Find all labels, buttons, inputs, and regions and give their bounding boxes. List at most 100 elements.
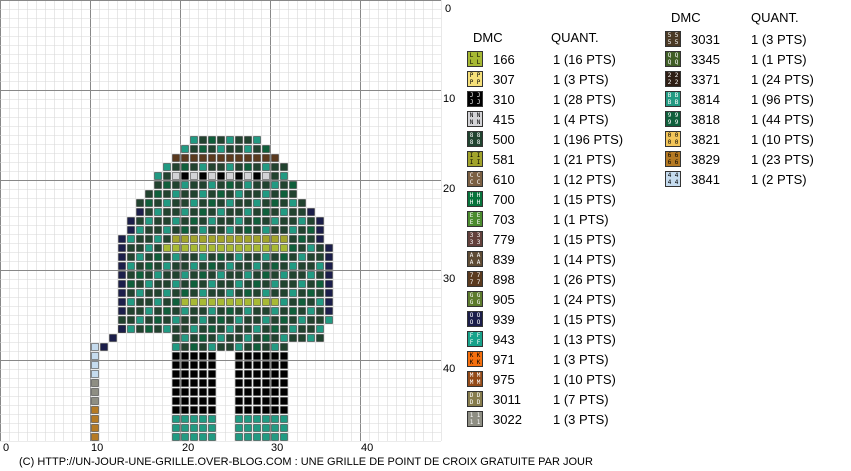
quantity: 1 (15 PTS) (553, 231, 616, 247)
dmc-code: 898 (493, 271, 515, 287)
dmc-code: 839 (493, 251, 515, 267)
quantity: 1 (3 PTS) (751, 31, 807, 47)
quantity: 1 (15 PTS) (553, 191, 616, 207)
quantity: 1 (2 PTS) (751, 171, 807, 187)
dmc-code: 3818 (691, 111, 720, 127)
dmc-code: 3841 (691, 171, 720, 187)
dmc-code: 581 (493, 151, 515, 167)
legend-header-dmc: DMC (671, 10, 701, 25)
dmc-code: 3821 (691, 131, 720, 147)
legend-row: J J J J 310 1 (28 PTS) (467, 90, 627, 108)
dmc-code: 3814 (691, 91, 720, 107)
x-tick-30: 30 (271, 442, 284, 454)
legend-row: E E E E 703 1 (1 PTS) (467, 210, 627, 228)
dmc-code: 943 (493, 331, 515, 347)
dmc-code: 310 (493, 91, 515, 107)
quantity: 1 (3 PTS) (553, 351, 609, 367)
quantity: 1 (3 PTS) (553, 411, 609, 427)
legend-row: Q Q Q Q 3345 1 (1 PTS) (665, 50, 825, 68)
x-tick-20: 20 (182, 442, 195, 454)
dmc-code: 500 (493, 131, 515, 147)
legend-row: B B B B 3814 1 (96 PTS) (665, 90, 825, 108)
quantity: 1 (196 PTS) (553, 131, 624, 147)
quantity: 1 (15 PTS) (553, 311, 616, 327)
legend-header-dmc: DMC (473, 30, 503, 45)
quantity: 1 (23 PTS) (751, 151, 814, 167)
legend-row: M M M M 975 1 (10 PTS) (467, 370, 627, 388)
quantity: 1 (21 PTS) (553, 151, 616, 167)
dmc-code: 3011 (493, 391, 521, 407)
quantity: 1 (24 PTS) (751, 71, 814, 87)
legend-row: 4 4 4 4 3841 1 (2 PTS) (665, 170, 825, 188)
dmc-code: 939 (493, 311, 515, 327)
y-tick-10: 10 (443, 93, 456, 105)
legend-row: 0 0 0 0 3821 1 (10 PTS) (665, 130, 825, 148)
y-tick-20: 20 (443, 183, 456, 195)
dmc-code: 166 (493, 51, 515, 67)
legend-column-1: DMC QUANT. L L L L 166 1 (16 PTS) P P P P 307 1 (3 … (467, 30, 627, 430)
quantity: 1 (10 PTS) (751, 131, 814, 147)
dmc-code: 415 (493, 111, 515, 127)
dmc-code: 700 (493, 191, 515, 207)
quantity: 1 (1 PTS) (553, 211, 609, 227)
dmc-code: 610 (493, 171, 515, 187)
quantity: 1 (24 PTS) (553, 291, 616, 307)
legend-row: 9 9 9 9 3818 1 (44 PTS) (665, 110, 825, 128)
legend-row: L L L L 166 1 (16 PTS) (467, 50, 627, 68)
y-tick-0: 0 (445, 3, 452, 15)
legend-row: N N N N 415 1 (4 PTS) (467, 110, 627, 128)
quantity: 1 (13 PTS) (553, 331, 616, 347)
legend-row: K K K K 971 1 (3 PTS) (467, 350, 627, 368)
legend-row: 7 7 7 7 898 1 (26 PTS) (467, 270, 627, 288)
legend-row: A A A A 839 1 (14 PTS) (467, 250, 627, 268)
legend-header-quant: QUANT. (551, 30, 599, 45)
legend-row: O O O O 939 1 (15 PTS) (467, 310, 627, 328)
legend-row: H H H H 700 1 (15 PTS) (467, 190, 627, 208)
quantity: 1 (16 PTS) (553, 51, 616, 67)
quantity: 1 (3 PTS) (553, 71, 609, 87)
dmc-code: 307 (493, 71, 515, 87)
quantity: 1 (1 PTS) (751, 51, 807, 67)
legend-column-2: DMC QUANT. 5 5 5 5 3031 1 (3 PTS) Q Q Q Q 3345 1 (1… (665, 10, 835, 210)
quantity: 1 (10 PTS) (553, 371, 616, 387)
legend-row: F F F F 943 1 (13 PTS) (467, 330, 627, 348)
cross-stitch-grid (0, 0, 442, 442)
quantity: 1 (12 PTS) (553, 171, 616, 187)
quantity: 1 (7 PTS) (553, 391, 609, 407)
y-tick-40: 40 (443, 363, 456, 375)
quantity: 1 (14 PTS) (553, 251, 616, 267)
dmc-code: 971 (493, 351, 515, 367)
y-tick-30: 30 (443, 273, 456, 285)
dmc-code: 3829 (691, 151, 720, 167)
dmc-code: 3371 (691, 71, 720, 87)
legend-row: D D D D 3011 1 (7 PTS) (467, 390, 627, 408)
legend-row: 5 5 5 5 3031 1 (3 PTS) (665, 30, 825, 48)
dmc-code: 3022 (493, 411, 522, 427)
legend-row: G G G G 905 1 (24 PTS) (467, 290, 627, 308)
legend-row: 3 3 3 3 779 1 (15 PTS) (467, 230, 627, 248)
legend-header-quant: QUANT. (751, 10, 799, 25)
dmc-code: 905 (493, 291, 515, 307)
x-tick-0: 0 (3, 442, 10, 454)
dmc-code: 975 (493, 371, 515, 387)
